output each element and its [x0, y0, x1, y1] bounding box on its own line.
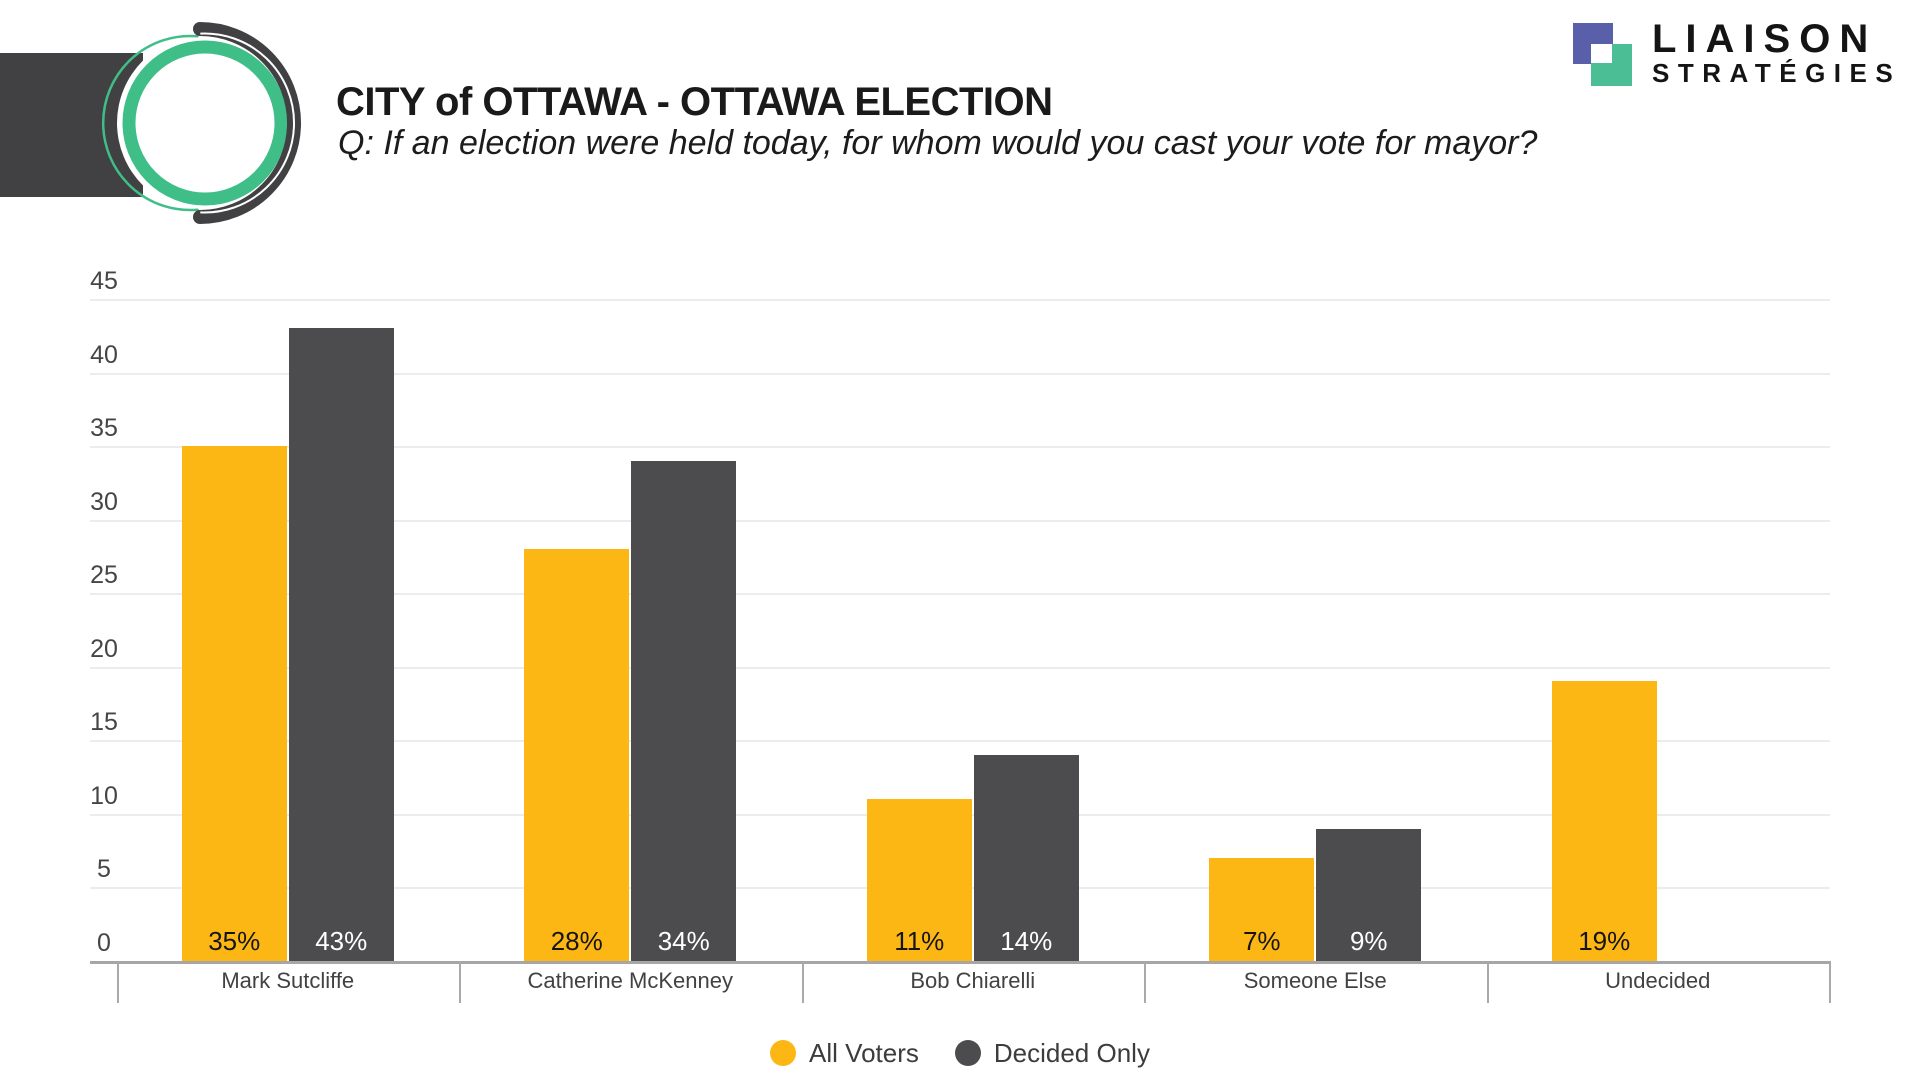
y-axis-label: 35	[90, 414, 118, 443]
bar: 28%	[524, 549, 630, 961]
bar: 11%	[866, 799, 972, 961]
bar-value-label: 34%	[657, 925, 710, 956]
legend-item: All Voters	[770, 1038, 919, 1069]
brand-subname: STRATÉGIES	[1652, 58, 1902, 88]
axis-tick	[459, 961, 461, 1003]
x-axis-line	[90, 961, 1830, 964]
axis-tick	[1144, 961, 1146, 1003]
y-axis-label: 30	[90, 487, 118, 516]
bar-value-label: 19%	[1578, 925, 1631, 956]
brand-name: LIAISON	[1652, 17, 1878, 61]
gridline	[90, 299, 1830, 301]
bar-value-label: 43%	[315, 925, 368, 956]
bar: 43%	[288, 328, 394, 961]
y-axis-label: 40	[90, 340, 118, 369]
bar-value-label: 35%	[208, 925, 261, 956]
category-label: Someone Else	[1243, 968, 1387, 993]
bar: 35%	[181, 446, 287, 961]
gridline	[90, 593, 1830, 596]
gridline	[90, 740, 1830, 743]
bar: 7%	[1209, 858, 1315, 961]
y-axis-label: 10	[90, 781, 118, 810]
y-axis-label: 0	[97, 929, 111, 957]
legend: All Voters Decided Only	[0, 1036, 1920, 1070]
brand-wordmark: LIAISON STRATÉGIES	[1652, 18, 1901, 86]
bar: 14%	[973, 755, 1079, 961]
y-axis-label: 45	[90, 267, 118, 295]
axis-tick	[801, 961, 804, 1003]
bar: 19%	[1551, 681, 1657, 961]
logo-green-ring	[122, 40, 288, 206]
y-axis-label: 15	[90, 708, 118, 737]
gridline	[90, 372, 1830, 375]
bar-value-label: 14%	[1000, 925, 1053, 956]
gridline	[90, 446, 1830, 449]
logo-thin-green-arc	[101, 34, 199, 212]
bar-value-label: 11%	[894, 925, 945, 956]
category-label: Undecided	[1605, 968, 1711, 993]
brand-overlap-square	[1591, 44, 1612, 63]
logo-halo	[117, 35, 293, 211]
axis-tick	[116, 961, 119, 1003]
legend-swatch-circle	[954, 1040, 981, 1066]
pollster-ring-logo	[0, 22, 301, 224]
bar: 9%	[1316, 828, 1422, 961]
category-label: Catherine McKenney	[527, 968, 733, 993]
legend-label: All Voters	[809, 1037, 919, 1068]
category-label: Bob Chiarelli	[910, 968, 1036, 993]
legend-label: Decided Only	[993, 1037, 1150, 1068]
legend-swatch-circle	[770, 1040, 797, 1066]
survey-question: Q: If an election were held today, for w…	[338, 124, 1538, 162]
bar-value-label: 28%	[550, 925, 603, 956]
bar-value-label: 9%	[1349, 925, 1388, 956]
category-label: Mark Sutcliffe	[221, 968, 355, 993]
page-title: CITY of OTTAWA - OTTAWA ELECTION	[336, 80, 1053, 124]
gridline	[90, 519, 1830, 522]
axis-tick	[1829, 961, 1831, 1003]
gridline	[90, 666, 1830, 669]
logo-white-split-arc	[200, 32, 295, 214]
legend-item: Decided Only	[954, 1037, 1150, 1069]
axis-tick	[1486, 961, 1489, 1003]
y-axis-label: 25	[90, 561, 118, 590]
y-axis-label: 5	[97, 855, 111, 884]
y-axis-label: 20	[90, 634, 118, 663]
bar: 34%	[631, 460, 737, 961]
bar-value-label: 7%	[1242, 925, 1281, 956]
